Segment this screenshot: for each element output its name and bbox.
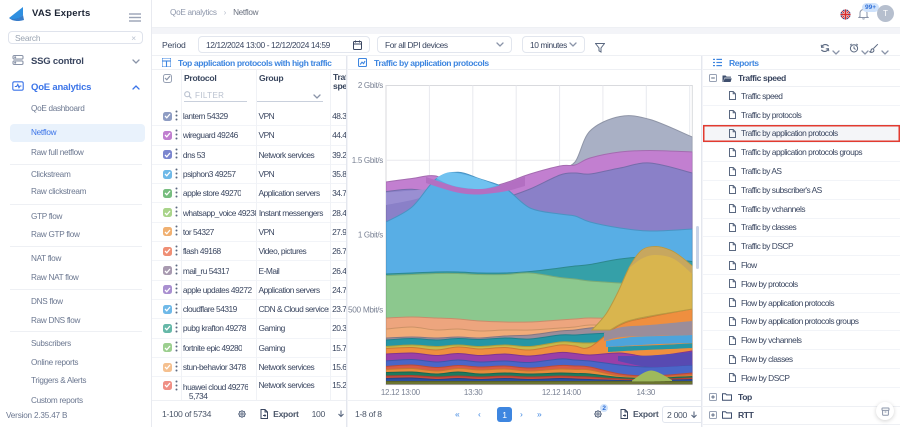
svg-text:13:30: 13:30: [464, 388, 483, 397]
svg-text:14:30: 14:30: [637, 388, 656, 397]
svg-text:12.12 13:00: 12.12 13:00: [381, 388, 421, 397]
svg-text:2 Gbit/s: 2 Gbit/s: [358, 81, 383, 90]
svg-text:1.5 Gbit/s: 1.5 Gbit/s: [352, 156, 384, 165]
svg-text:1 Gbit/s: 1 Gbit/s: [358, 231, 383, 240]
svg-text:500 Mbit/s: 500 Mbit/s: [348, 305, 383, 314]
svg-text:12.12 14:00: 12.12 14:00: [542, 388, 582, 397]
